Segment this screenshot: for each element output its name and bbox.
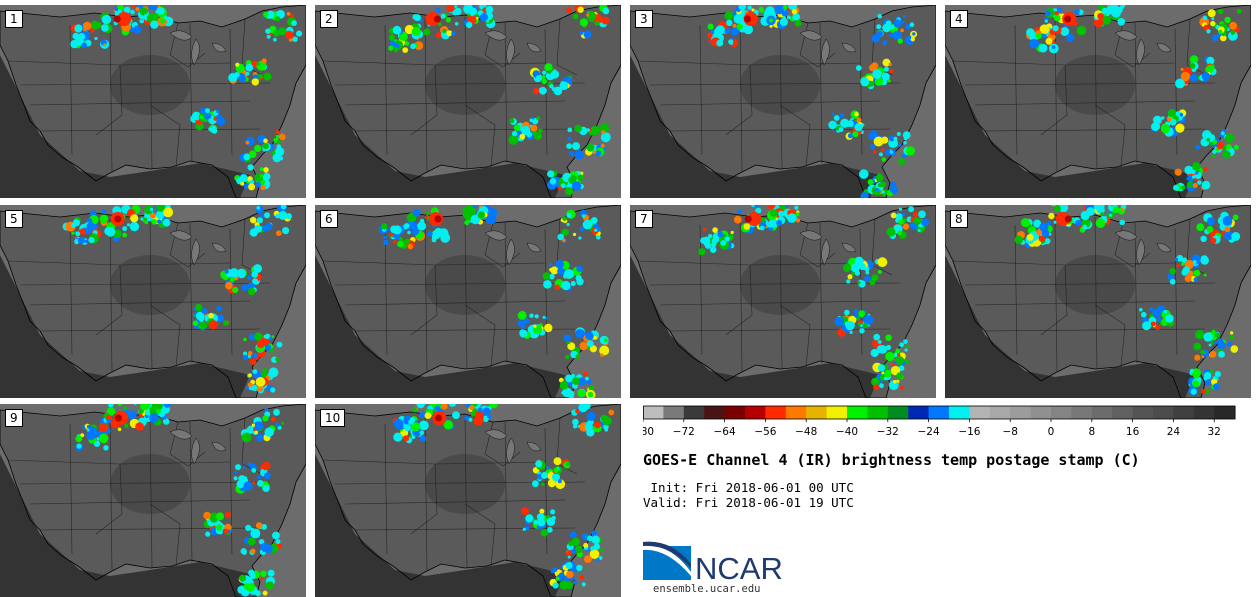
colorbar-swatch xyxy=(1071,406,1093,419)
colorbar-swatch xyxy=(847,406,868,419)
colorbar-swatch xyxy=(908,406,929,419)
colorbar-swatch xyxy=(704,406,725,419)
map-panel-3: 3 xyxy=(630,5,936,198)
colorbar-swatch xyxy=(1030,406,1052,419)
panel-label: 10 xyxy=(320,409,346,427)
panel-label: 5 xyxy=(5,210,23,228)
map-panel-8: 8 xyxy=(945,205,1251,398)
colorbar-tick-label: −24 xyxy=(918,426,940,438)
colorbar-swatch xyxy=(826,406,848,419)
colorbar-swatch xyxy=(663,406,685,419)
panel-label: 9 xyxy=(5,409,23,427)
init-time: Init: Fri 2018-06-01 00 UTC xyxy=(643,480,854,495)
colorbar-swatch xyxy=(1193,406,1215,419)
map-panel-2: 2 xyxy=(315,5,621,198)
colorbar-swatch xyxy=(867,406,889,419)
colorbar-tick-label: 16 xyxy=(1126,426,1140,438)
map-panel-7: 7 xyxy=(630,205,936,398)
colorbar-tick-label: −16 xyxy=(958,426,980,438)
colorbar-swatch xyxy=(949,406,970,419)
map-panel-6: 6 xyxy=(315,205,621,398)
colorbar-swatch xyxy=(785,406,807,419)
panel-label: 8 xyxy=(950,210,968,228)
website-url: ensemble.ucar.edu xyxy=(653,583,761,595)
colorbar-swatch xyxy=(1132,406,1154,419)
colorbar-swatch xyxy=(1153,406,1174,419)
map-panel-4: 4 xyxy=(945,5,1251,198)
colorbar-tick-label: −8 xyxy=(1002,426,1017,438)
colorbar-tick-label: 24 xyxy=(1167,426,1181,438)
colorbar-swatch xyxy=(989,406,1011,419)
colorbar-swatch xyxy=(928,406,950,419)
colorbar-tick-label: −72 xyxy=(673,426,695,438)
colorbar-swatch xyxy=(1051,406,1072,419)
panel-label: 7 xyxy=(635,210,653,228)
plot-title: GOES-E Channel 4 (IR) brightness temp po… xyxy=(643,451,1140,469)
panel-label: 2 xyxy=(320,10,338,28)
colorbar-swatch xyxy=(1214,406,1235,419)
colorbar-tick-label: −48 xyxy=(795,426,817,438)
valid-time: Valid: Fri 2018-06-01 19 UTC xyxy=(643,495,854,510)
colorbar-swatch xyxy=(643,406,664,419)
map-panel-10: 10 xyxy=(315,404,621,597)
colorbar-swatch xyxy=(806,406,827,419)
colorbar-tick-label: 32 xyxy=(1208,426,1221,438)
colorbar-tick-label: −64 xyxy=(714,426,736,438)
colorbar-swatch xyxy=(1010,406,1031,419)
colorbar-tick-label: −40 xyxy=(836,426,858,438)
colorbar-swatch xyxy=(745,406,766,419)
svg-text:NCAR: NCAR xyxy=(695,551,783,582)
colorbar-swatch xyxy=(765,406,787,419)
map-panel-1: 1 xyxy=(0,5,306,198)
colorbar-swatch xyxy=(1173,406,1195,419)
map-panel-5: 5 xyxy=(0,205,306,398)
colorbar-tick-label: −56 xyxy=(754,426,776,438)
colorbar-swatch xyxy=(724,406,746,419)
map-panel-9: 9 xyxy=(0,404,306,597)
colorbar-tick-label: 8 xyxy=(1088,426,1095,438)
colorbar-tick-label: −80 xyxy=(643,426,654,438)
colorbar-swatch xyxy=(1091,406,1113,419)
colorbar-tick-label: −32 xyxy=(877,426,899,438)
panel-label: 3 xyxy=(635,10,653,28)
panel-label: 6 xyxy=(320,210,338,228)
colorbar-swatch xyxy=(887,406,909,419)
colorbar-swatch xyxy=(969,406,991,419)
colorbar-swatch xyxy=(1112,406,1133,419)
ncar-logo: NCAR xyxy=(643,541,783,582)
panel-label: 4 xyxy=(950,10,968,28)
colorbar-swatch xyxy=(683,406,705,419)
colorbar-tick-label: 0 xyxy=(1048,426,1055,438)
panel-label: 1 xyxy=(5,10,23,28)
